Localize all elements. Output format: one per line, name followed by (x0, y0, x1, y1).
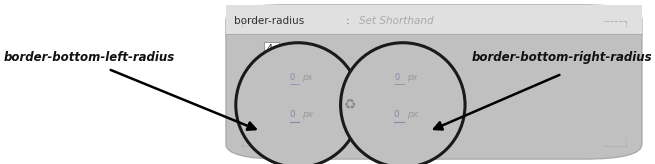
Text: 8r: 8r (297, 44, 307, 54)
Text: 0: 0 (289, 110, 295, 119)
FancyBboxPatch shape (226, 5, 642, 159)
Text: :: : (346, 16, 350, 26)
Ellipse shape (341, 43, 465, 164)
Text: 4r: 4r (267, 44, 277, 54)
Text: 0: 0 (394, 110, 400, 119)
Text: 0: 0 (290, 73, 295, 82)
Text: border-bottom-right-radius: border-bottom-right-radius (472, 51, 652, 64)
Text: border-bottom-left-radius: border-bottom-left-radius (3, 51, 174, 64)
Text: Set Shorthand: Set Shorthand (359, 16, 434, 26)
Text: ♻: ♻ (344, 98, 357, 112)
Ellipse shape (236, 43, 360, 164)
Text: px: px (302, 110, 313, 119)
FancyBboxPatch shape (226, 5, 642, 34)
Text: border-radius: border-radius (234, 16, 304, 26)
Text: px: px (407, 110, 418, 119)
Text: px: px (407, 73, 417, 82)
Text: 0: 0 (394, 73, 400, 82)
Text: px: px (302, 73, 312, 82)
